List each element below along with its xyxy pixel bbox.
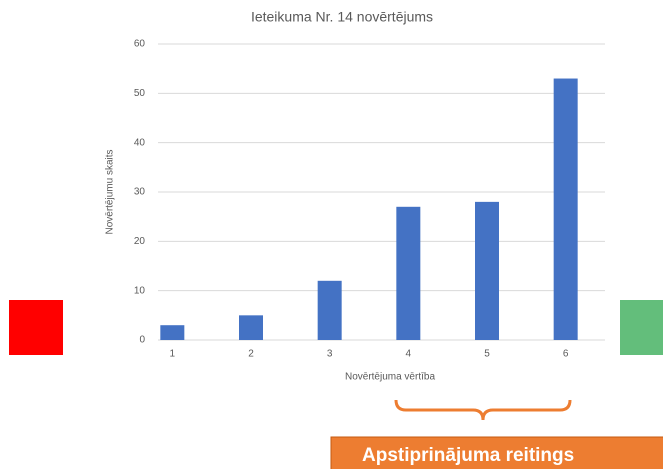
bar — [160, 325, 185, 340]
red-swatch — [9, 300, 63, 355]
annotation-label: Apstiprinājuma reitings — [362, 445, 574, 466]
y-tick-label: 0 — [139, 335, 145, 346]
green-swatch — [620, 300, 663, 355]
y-tick-label: 10 — [134, 285, 146, 296]
bar — [239, 315, 263, 340]
bar — [317, 280, 342, 340]
bracket — [394, 399, 572, 421]
x-tick-label: 6 — [563, 349, 569, 360]
y-tick-label: 30 — [134, 187, 146, 198]
y-tick-label: 60 — [134, 39, 146, 50]
x-tick-label: 5 — [484, 349, 490, 360]
x-axis-label: Novērtējuma vērtība — [345, 372, 435, 383]
x-tick-label: 1 — [170, 349, 176, 360]
bar — [475, 201, 499, 340]
chart-title: Ieteikuma Nr. 14 novērtējums — [251, 9, 433, 25]
x-tick-label: 2 — [248, 349, 254, 360]
annotation-box — [330, 436, 663, 469]
y-tick-label: 50 — [134, 88, 146, 99]
bar — [553, 78, 578, 341]
x-tick-label: 4 — [406, 349, 412, 360]
y-tick-label: 40 — [134, 137, 146, 148]
x-tick-label: 3 — [327, 349, 333, 360]
bar — [396, 206, 421, 340]
y-axis-label: Novērtējumu skaits — [105, 149, 116, 234]
y-tick-label: 20 — [134, 236, 146, 247]
